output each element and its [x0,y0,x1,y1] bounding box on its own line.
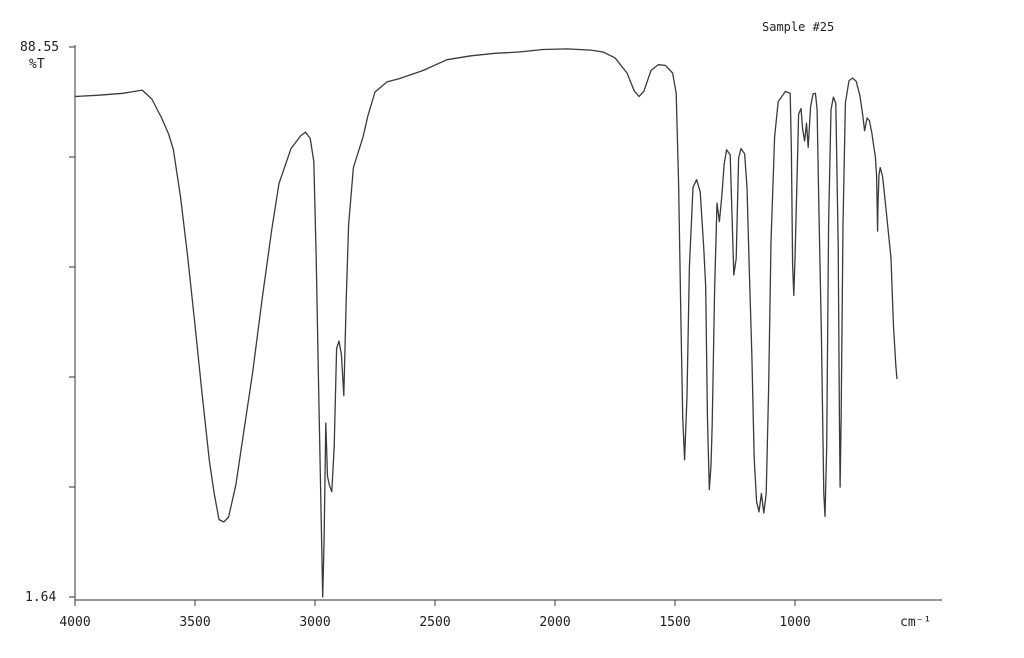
y-axis-label: %T [29,57,45,72]
x-tick-label: 3000 [299,615,330,630]
chart-title: Sample #25 [762,20,834,34]
x-tick-label: 3500 [179,615,210,630]
x-tick-label: 4000 [59,615,90,630]
x-axis-unit-label: cm⁻¹ [900,615,931,630]
x-tick-label: 1000 [779,615,810,630]
x-tick-label: 2500 [419,615,450,630]
x-tick-label: 1500 [659,615,690,630]
y-axis-ticks: 88.55 1.64 [20,40,75,605]
x-axis-ticks: 4000 3500 3000 2500 2000 1500 1000 [59,600,811,630]
x-tick-label: 2000 [539,615,570,630]
y-tick-label-max: 88.55 [20,40,59,55]
y-tick-label-min: 1.64 [25,590,56,605]
spectrum-line [74,48,898,598]
